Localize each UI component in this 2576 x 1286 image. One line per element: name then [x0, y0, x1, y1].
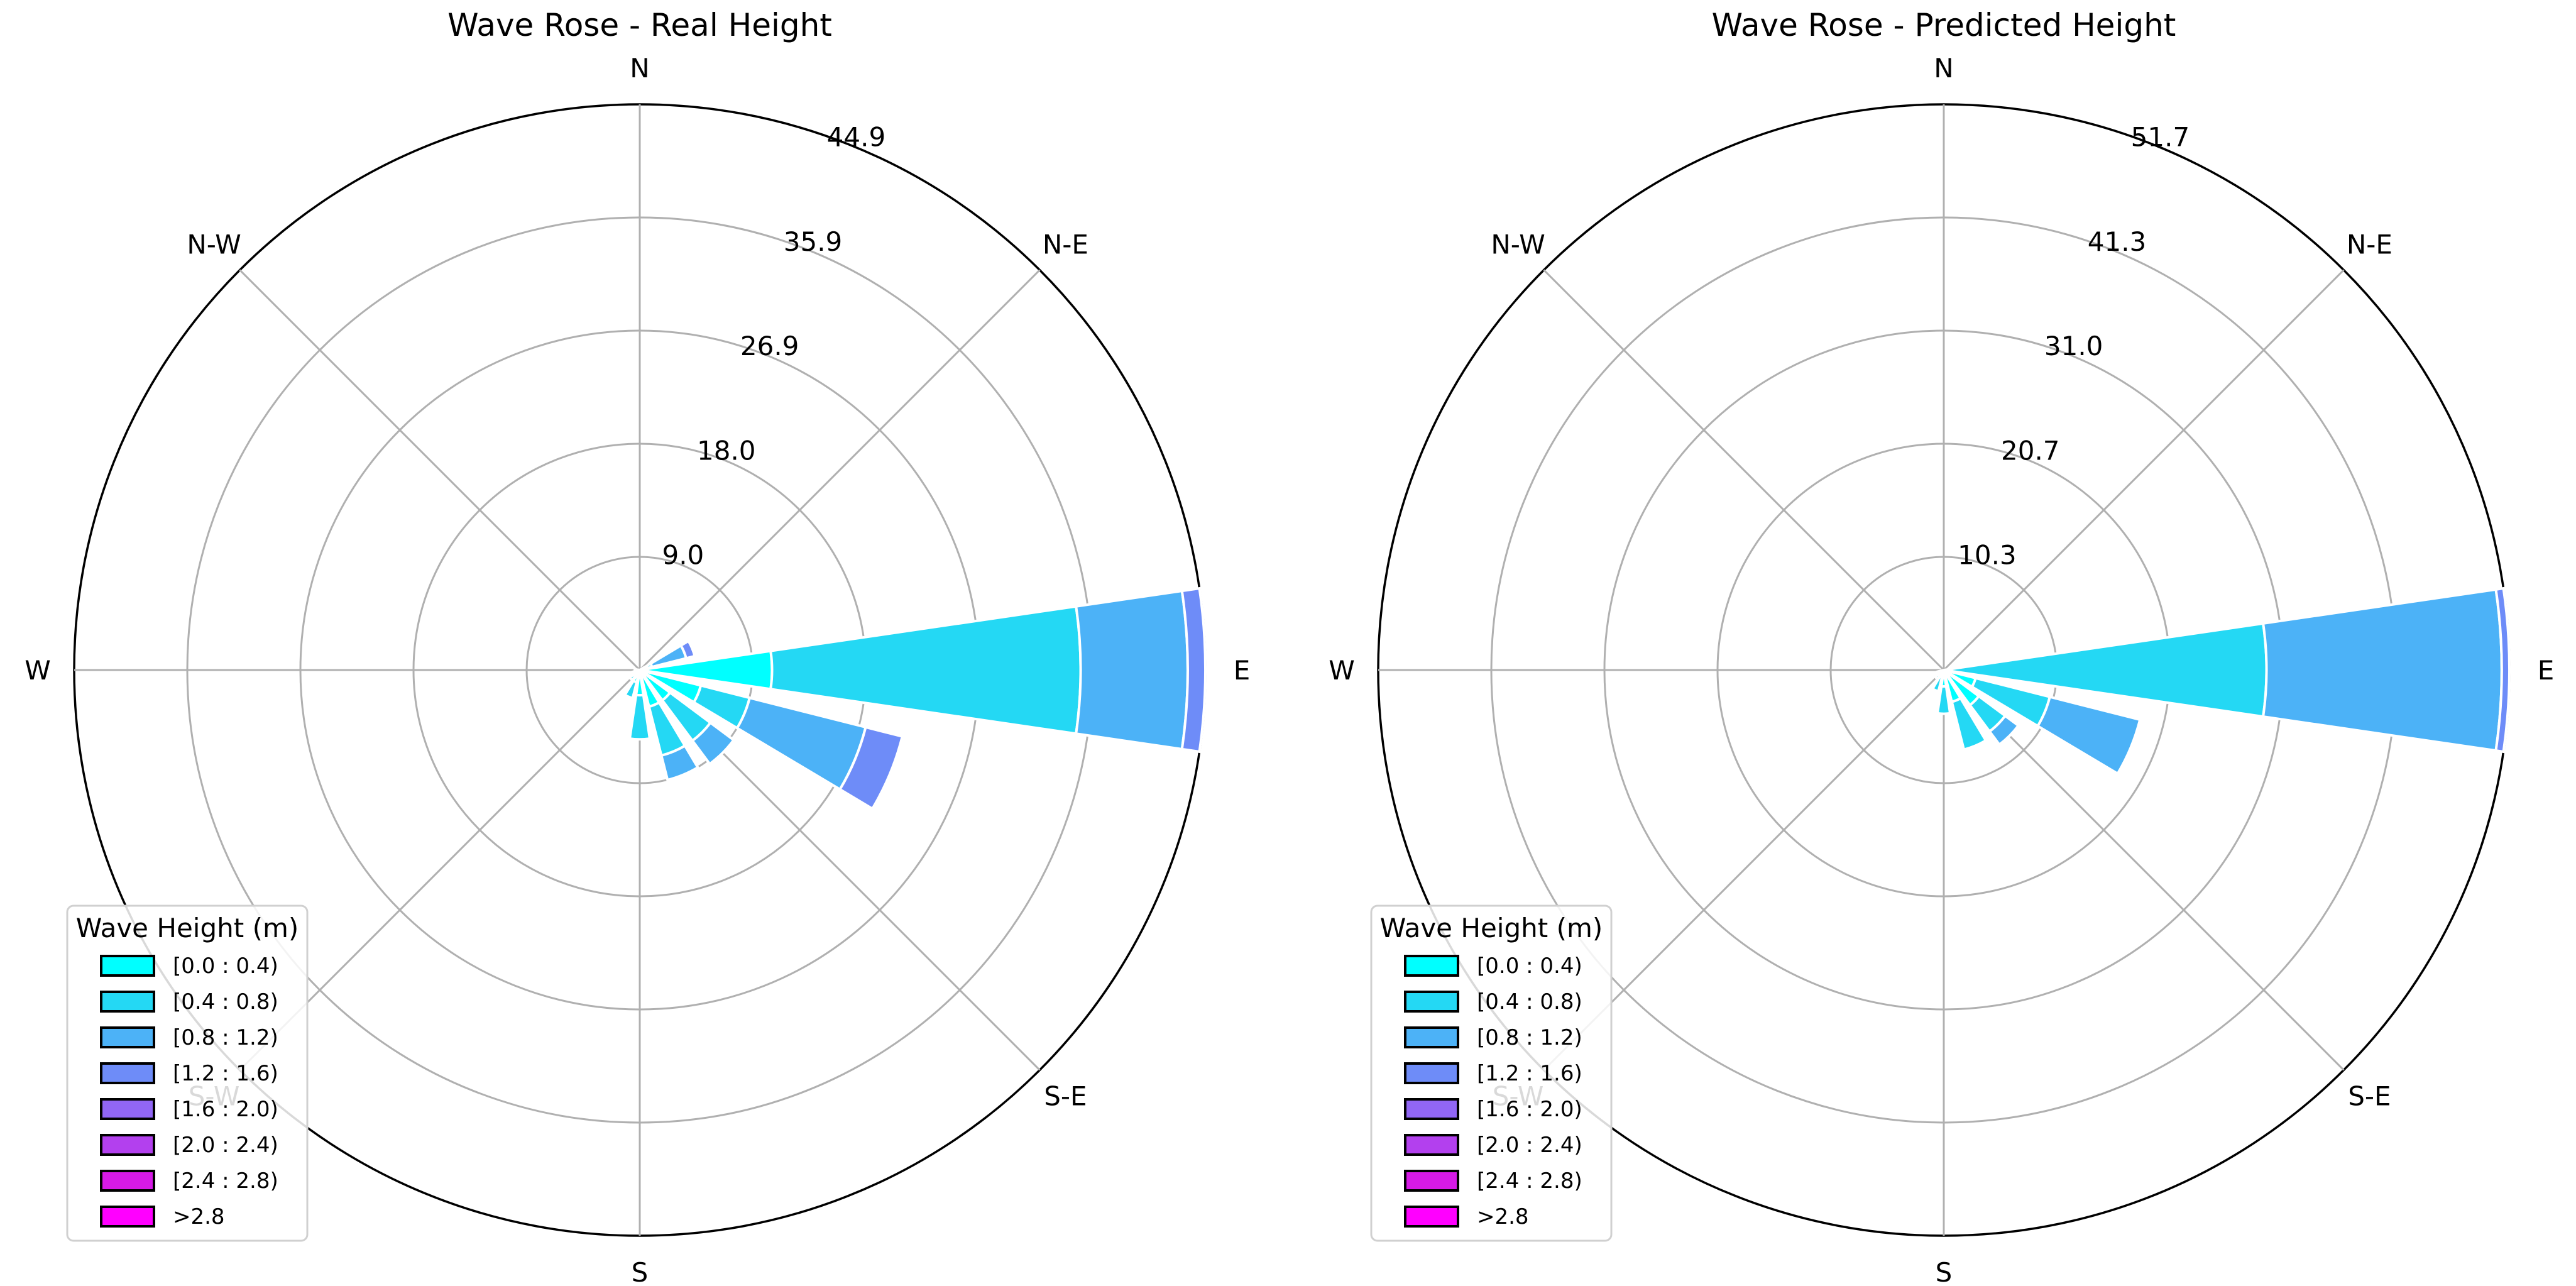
predicted-legend-swatch-1-2-1-6 — [1404, 1062, 1459, 1084]
real-legend-swatch-2-8 — [100, 1206, 155, 1228]
predicted-legend-swatch-2-0-2-4 — [1404, 1134, 1459, 1156]
real-legend-label-0-8-1-2: [0.8 : 1.2) — [173, 1025, 278, 1050]
real-direction-label-n: N — [630, 53, 649, 84]
predicted-radial-tick-label: 51.7 — [2131, 122, 2190, 153]
real-radial-tick-label: 44.9 — [827, 122, 886, 153]
real-legend-label-2-4-2-8: [2.4 : 2.8) — [173, 1168, 278, 1194]
predicted-bar-0-8-1-2-dir-135 — [1988, 714, 2020, 747]
predicted-chart-title: Wave Rose - Predicted Height — [1712, 7, 2176, 43]
real-legend-swatch-0-0-0-4 — [100, 955, 155, 977]
real-legend-swatch-1-6-2-0 — [100, 1098, 155, 1120]
predicted-bar-0-4-0-8-dir-247.5 — [1936, 669, 1943, 676]
predicted-legend-label-1-6-2-0: [1.6 : 2.0) — [1477, 1097, 1582, 1122]
predicted-direction-label-s-e: S-E — [2348, 1080, 2391, 1111]
predicted-legend-label-2-4-2-8: [2.4 : 2.8) — [1477, 1168, 1582, 1194]
predicted-legend: Wave Height (m) [0.0 : 0.4) [0.4 : 0.8) [0.… — [1370, 904, 1613, 1242]
predicted-legend-swatch-2-4-2-8 — [1404, 1170, 1459, 1192]
predicted-grid-spoke — [1943, 669, 2345, 1071]
predicted-bar-0-4-0-8-dir-157.5 — [1950, 696, 1988, 751]
real-radial-tick-label: 18.0 — [697, 435, 756, 466]
predicted-direction-label-s: S — [1936, 1257, 1953, 1286]
real-legend: Wave Height (m) [0.0 : 0.4) [0.4 : 0.8) [0.… — [66, 904, 309, 1242]
real-legend-swatch-0-4-0-8 — [100, 991, 155, 1013]
real-legend-swatch-1-2-1-6 — [100, 1062, 155, 1084]
predicted-legend-swatch-0-4-0-8 — [1404, 991, 1459, 1013]
real-legend-label-1-6-2-0: [1.6 : 2.0) — [173, 1097, 278, 1122]
predicted-grid-spoke — [1943, 269, 2345, 671]
wave-rose-predicted-panel: Wave Rose - Predicted HeightNN-EES-ESS-W… — [1329, 7, 2554, 1286]
wave-rose-real-panel: Wave Rose - Real HeightNN-EES-ESS-WWN-W9… — [25, 7, 1250, 1286]
predicted-direction-label-w: W — [1329, 655, 1355, 686]
real-direction-label-s-e: S-E — [1044, 1080, 1087, 1111]
predicted-legend-label-2-8: >2.8 — [1477, 1204, 1529, 1229]
real-bar-0-4-0-8-dir-202.5 — [623, 679, 639, 700]
predicted-legend-label-0-4-0-8: [0.4 : 0.8) — [1477, 989, 1582, 1014]
real-direction-label-n-e: N-E — [1043, 229, 1088, 260]
predicted-bar-1-2-1-6-dir-90 — [2494, 586, 2511, 754]
real-legend-title: Wave Height (m) — [76, 913, 299, 943]
real-bar-1-2-1-6-dir-67.5 — [679, 639, 696, 660]
real-bar-0-4-0-8-dir-270 — [633, 668, 639, 673]
predicted-direction-label-n-w: N-W — [1491, 229, 1545, 260]
real-legend-label-1-2-1-6: [1.2 : 1.6) — [173, 1061, 278, 1086]
real-direction-label-s: S — [632, 1257, 649, 1286]
predicted-bar-0-4-0-8-dir-180 — [1936, 684, 1952, 715]
real-legend-swatch-0-8-1-2 — [100, 1026, 155, 1048]
real-bar-0-8-1-2-dir-90 — [1074, 589, 1189, 751]
real-radial-tick-label: 35.9 — [784, 226, 843, 257]
real-legend-label-2-0-2-4: [2.0 : 2.4) — [173, 1133, 278, 1158]
real-legend-label-2-8: >2.8 — [173, 1204, 225, 1229]
real-grid-spoke — [239, 269, 641, 671]
predicted-legend-box — [1370, 904, 1613, 1242]
real-legend-box — [66, 904, 309, 1242]
predicted-direction-label-e: E — [2538, 655, 2555, 686]
predicted-bar-0-8-1-2-dir-112.5 — [2036, 695, 2142, 776]
real-radial-tick-label: 26.9 — [740, 331, 799, 361]
real-bar-0-8-1-2-dir-135 — [691, 721, 736, 766]
real-legend-label-0-4-0-8: [0.4 : 0.8) — [173, 989, 278, 1014]
predicted-radial-tick-label: 41.3 — [2088, 226, 2147, 257]
real-bar-0-8-1-2-dir-157.5 — [659, 744, 700, 782]
real-legend-swatch-2-4-2-8 — [100, 1170, 155, 1192]
real-grid-spoke — [639, 269, 1041, 671]
real-legend-swatch-2-0-2-4 — [100, 1134, 155, 1156]
predicted-legend-swatch-2-8 — [1404, 1206, 1459, 1228]
predicted-radial-tick-label: 20.7 — [2001, 435, 2060, 466]
predicted-direction-label-n-e: N-E — [2347, 229, 2392, 260]
predicted-radial-tick-label: 31.0 — [2044, 331, 2103, 361]
predicted-grid-spoke — [1543, 269, 1945, 671]
predicted-legend-label-2-0-2-4: [2.0 : 2.4) — [1477, 1133, 1582, 1158]
predicted-legend-title: Wave Height (m) — [1380, 913, 1603, 943]
real-radial-tick-label: 9.0 — [662, 540, 704, 571]
predicted-legend-label-0-8-1-2: [0.8 : 1.2) — [1477, 1025, 1582, 1050]
real-direction-label-e: E — [1234, 655, 1251, 686]
predicted-radial-tick-label: 10.3 — [1958, 540, 2017, 571]
predicted-legend-label-0-0-0-4: [0.0 : 0.4) — [1477, 954, 1582, 979]
real-legend-label-0-0-0-4: [0.0 : 0.4) — [173, 954, 278, 979]
real-direction-label-n-w: N-W — [187, 229, 241, 260]
predicted-legend-label-1-2-1-6: [1.2 : 1.6) — [1477, 1061, 1582, 1086]
predicted-legend-swatch-1-6-2-0 — [1404, 1098, 1459, 1120]
real-bar-0-4-0-8-dir-180 — [628, 693, 652, 741]
real-bar-1-2-1-6-dir-90 — [1180, 586, 1207, 754]
predicted-direction-label-n: N — [1934, 53, 1953, 84]
real-chart-title: Wave Rose - Real Height — [447, 7, 832, 43]
predicted-legend-swatch-0-0-0-4 — [1404, 955, 1459, 977]
real-bar-1-2-1-6-dir-112.5 — [838, 725, 904, 811]
predicted-legend-swatch-0-8-1-2 — [1404, 1026, 1459, 1048]
real-direction-label-w: W — [25, 655, 51, 686]
